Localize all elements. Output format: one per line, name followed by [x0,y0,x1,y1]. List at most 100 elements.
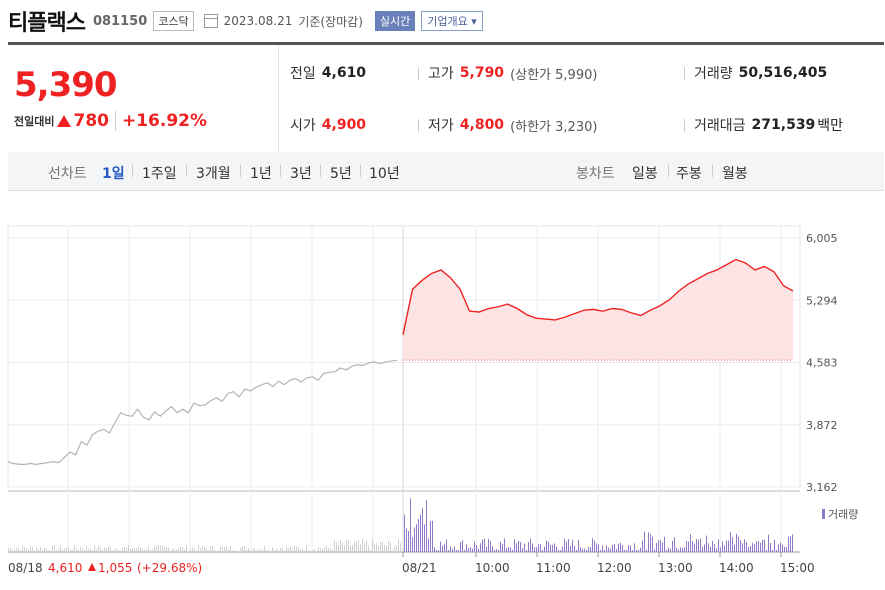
tab-3month[interactable]: 3개월 [196,166,231,182]
today-volume-bar [548,541,549,552]
prev-change-pct-label: (+29.68%) [137,561,202,575]
prev-volume-bar [130,549,131,552]
today-volume-bar [668,547,669,552]
tab-1year[interactable]: 1년 [250,166,272,182]
tab-5year[interactable]: 5년 [330,166,352,182]
x-tick-label: 08/21 [402,561,437,575]
today-volume-bar [618,543,619,552]
prev-volume-bar [52,545,53,552]
tab-daily-candle[interactable]: 일봉 [632,166,658,182]
prev-volume-bar [114,549,115,552]
prev-volume-bar [240,547,241,552]
prev-volume-bar [226,545,227,552]
tab-3year[interactable]: 3년 [290,166,312,182]
tab-separator [360,165,361,177]
today-volume-bar [406,528,407,552]
today-volume-bar [702,546,703,552]
today-volume-bar [676,547,677,552]
stock-name: 티플랙스 [8,11,86,36]
prev-volume-bar [142,548,143,552]
today-volume-bar [776,550,777,552]
y-tick-label: 3,162 [806,481,838,494]
today-volume-bar [788,536,789,552]
prev-volume-bar [104,547,105,552]
company-overview-button[interactable]: 기업개요 ▾ [421,11,483,31]
price-chart: 6,005 5,294 4,583 3,872 3,162 거래량 08/18 4,610 1,… [7,225,858,575]
price-change: 전일대비 780 +16.92% [14,111,207,131]
today-volume-bar [454,546,455,552]
tab-separator [280,165,281,177]
tab-10year[interactable]: 10년 [369,166,400,182]
prev-volume-bar [152,549,153,552]
current-price: 5,390 [14,65,118,105]
stat-label: 저가 [428,118,454,134]
today-volume-bar [670,549,671,552]
prev-volume-bar [184,549,185,552]
prev-volume-bar [220,546,221,552]
today-volume-bar [770,542,771,552]
today-volume-bar [734,544,735,552]
prev-volume-bar [396,545,397,552]
realtime-button[interactable]: 실시간 [374,11,416,31]
today-volume-bar [540,544,541,552]
prev-volume-bar [216,550,217,552]
prev-volume-bar [208,550,209,552]
today-volume-bar [660,540,661,552]
today-volume-bar [506,548,507,552]
today-volume-bar [590,547,591,552]
today-volume-bar [420,514,421,552]
today-volume-bar [722,541,723,552]
today-volume-bar [450,546,451,552]
tab-separator [668,165,669,177]
prev-volume-bar [176,549,177,552]
today-volume-bar [598,544,599,552]
today-volume-bar [678,549,679,552]
tab-monthly-candle[interactable]: 월봉 [722,166,748,182]
prev-volume-bar [320,548,321,552]
today-volume-bar [600,550,601,552]
prev-volume-bar [20,550,21,552]
stat-separator [418,67,419,80]
prev-volume-bar [260,549,261,552]
today-volume-bar [436,550,437,552]
prev-volume-bar [28,549,29,552]
today-volume-bar [496,549,497,552]
prev-volume-bar [116,548,117,552]
today-volume-bar [754,544,755,552]
today-volume-bar [784,546,785,552]
today-volume-bar [536,547,537,552]
today-volume-bar [712,540,713,552]
today-volume-bar [638,550,639,552]
prev-volume-bar [194,548,195,552]
today-volume-bar [542,550,543,552]
prev-volume-bar [274,550,275,552]
today-volume-bar [430,521,431,552]
today-volume-bar [580,547,581,552]
today-volume-bar [478,548,479,552]
upper-limit: (상한가 5,990) [510,67,598,83]
prev-volume-bar [388,540,389,552]
tab-1week[interactable]: 1주일 [142,166,177,182]
today-volume-bar [592,538,593,552]
today-volume-bar [762,539,763,552]
tab-separator [186,165,187,177]
change-label: 전일대비 [14,115,55,128]
today-volume-bar [748,547,749,552]
stat-volume: 거래량 50,516,405 [694,63,827,83]
prev-volume-bar [80,547,81,552]
prev-volume-bar [314,549,315,552]
today-volume-bar [752,542,753,552]
prev-volume-bar [328,547,329,552]
today-volume-bar [786,547,787,552]
prev-volume-bar [200,548,201,552]
today-volume-bar [664,536,665,552]
stat-prev-close: 전일 4,610 [290,63,366,83]
prev-volume-bar [50,550,51,552]
prev-volume-bar [164,546,165,552]
prev-volume-bar [144,549,145,552]
tab-weekly-candle[interactable]: 주봉 [676,166,702,182]
prev-volume-bar [316,550,317,552]
prev-volume-bar [190,548,191,552]
prev-volume-bar [18,547,19,552]
tab-1day[interactable]: 1일 [102,166,125,182]
